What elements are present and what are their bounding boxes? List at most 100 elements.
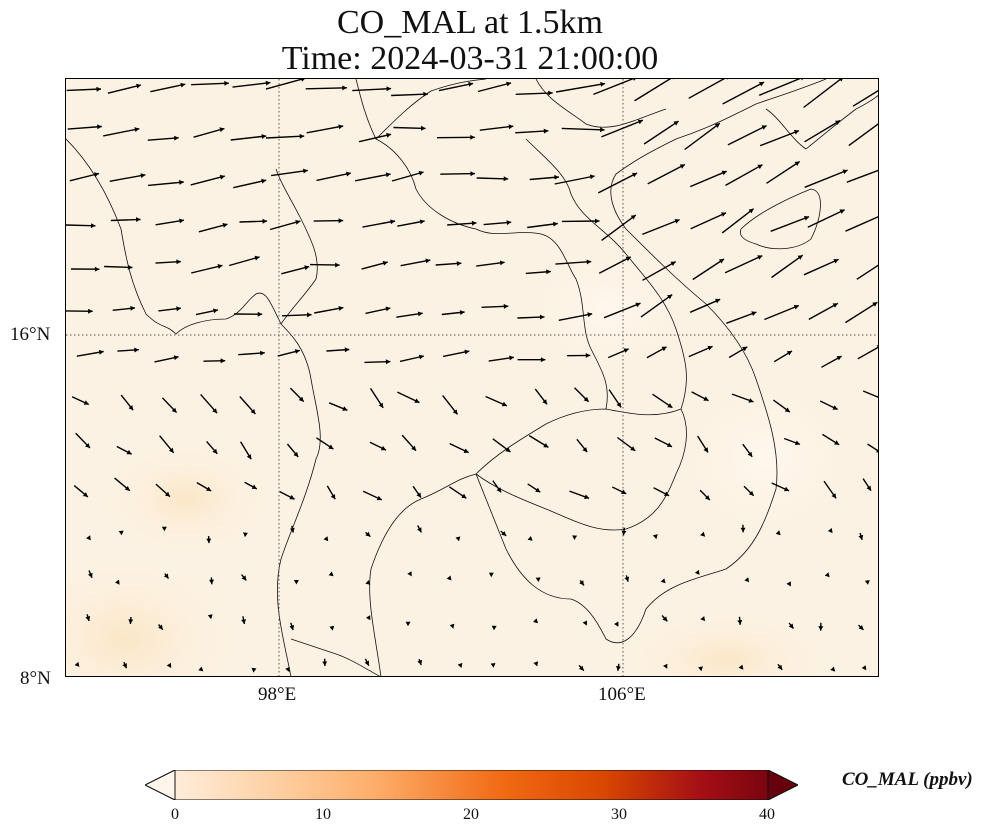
wind-vectors — [66, 79, 878, 673]
wind-arrow — [726, 311, 757, 324]
wind-arrow — [399, 354, 425, 363]
wind-arrow — [653, 487, 670, 497]
wind-arrow — [660, 578, 666, 584]
wind-arrow — [771, 254, 804, 279]
wind-arrow — [643, 120, 679, 145]
lat-tick-label: 16°N — [10, 324, 51, 345]
wind-arrow — [572, 535, 578, 540]
wind-arrow — [200, 393, 218, 414]
wind-arrow — [697, 435, 709, 453]
wind-arrow — [66, 86, 102, 92]
wind-arrow — [699, 489, 711, 501]
wind-arrow — [269, 220, 301, 231]
wind-arrow — [455, 536, 461, 542]
wind-arrow — [700, 531, 706, 537]
wind-arrow — [721, 208, 755, 234]
wind-arrow — [397, 391, 420, 404]
wind-arrow — [161, 397, 178, 414]
wind-arrow — [621, 527, 627, 536]
wind-arrow — [527, 483, 541, 493]
wind-arrow — [864, 580, 870, 585]
wind-arrow — [154, 355, 179, 363]
wind-arrow — [804, 169, 848, 188]
wind-arrow — [369, 388, 384, 409]
wind-arrow — [198, 222, 228, 233]
wind-arrow — [397, 219, 425, 227]
wind-arrow — [358, 132, 392, 143]
wind-arrow — [770, 215, 810, 232]
wind-arrow — [316, 437, 334, 450]
lon-tick-label: 98°E — [258, 684, 297, 705]
wind-arrow — [694, 569, 700, 575]
wind-arrow — [233, 178, 267, 189]
wind-arrow — [107, 83, 142, 94]
wind-arrow — [232, 80, 271, 88]
wind-arrow — [624, 575, 630, 582]
wind-arrow — [76, 349, 104, 357]
wind-arrow — [728, 346, 748, 359]
wind-arrow — [688, 345, 713, 358]
wind-arrow — [441, 310, 465, 316]
wind-arrow — [71, 396, 90, 406]
wind-arrow — [555, 81, 606, 93]
wind-arrow — [112, 305, 136, 311]
wind-arrow — [535, 577, 541, 583]
land-outlines — [66, 79, 878, 676]
coastline-gulf — [369, 79, 827, 676]
wind-arrow — [251, 667, 257, 673]
wind-arrow — [803, 79, 843, 109]
wind-arrow — [688, 79, 728, 99]
wind-arrow — [110, 217, 141, 222]
wind-arrow — [525, 269, 551, 275]
map-timestamp: Time: 2024-03-31 21:00:00 — [281, 40, 659, 77]
wind-arrow — [766, 160, 801, 184]
wind-arrow — [289, 387, 305, 403]
wind-arrow — [684, 122, 721, 151]
wind-arrow — [758, 79, 804, 96]
wind-arrow — [74, 661, 80, 667]
wind-arrow — [857, 345, 878, 360]
wind-arrow — [412, 485, 422, 499]
wind-arrow — [116, 445, 133, 455]
wind-arrow — [533, 618, 539, 624]
island-hainan — [739, 188, 821, 250]
wind-arrow — [155, 218, 185, 226]
wind-arrow — [239, 396, 256, 415]
wind-arrow — [827, 528, 833, 534]
wind-arrow — [597, 172, 638, 194]
wind-arrow — [191, 80, 229, 86]
wind-arrow — [647, 163, 686, 185]
wind-arrow — [608, 389, 622, 408]
wind-arrow — [271, 168, 308, 177]
wind-arrow — [435, 261, 462, 266]
wind-arrow — [743, 485, 755, 497]
colorbar-tick: 10 — [315, 806, 331, 823]
wind-arrow — [867, 443, 878, 453]
wind-arrow — [69, 172, 100, 182]
wind-arrow — [88, 570, 93, 579]
wind-arrow — [490, 663, 496, 668]
wind-arrow — [362, 490, 383, 501]
border-china-vietnam — [535, 79, 667, 128]
wind-arrow — [230, 134, 267, 141]
wind-arrow — [364, 658, 370, 667]
wind-arrow — [449, 623, 455, 629]
wind-arrow — [322, 658, 328, 667]
wind-arrow — [476, 176, 509, 182]
wind-arrow — [554, 174, 595, 185]
wind-arrow — [438, 81, 474, 92]
wind-arrow — [533, 661, 538, 667]
wind-arrow — [830, 666, 836, 672]
wind-arrow — [652, 534, 658, 540]
wind-arrow — [85, 614, 91, 622]
wind-arrow — [534, 388, 548, 405]
wind-arrow — [309, 262, 340, 268]
wind-arrow — [440, 171, 475, 177]
border-north — [355, 79, 487, 140]
wind-arrow — [576, 438, 588, 453]
wind-arrow — [122, 661, 128, 669]
wind-arrow — [640, 294, 673, 318]
wind-arrow — [569, 490, 590, 500]
wind-arrow — [527, 221, 558, 229]
wind-arrow — [391, 170, 424, 182]
